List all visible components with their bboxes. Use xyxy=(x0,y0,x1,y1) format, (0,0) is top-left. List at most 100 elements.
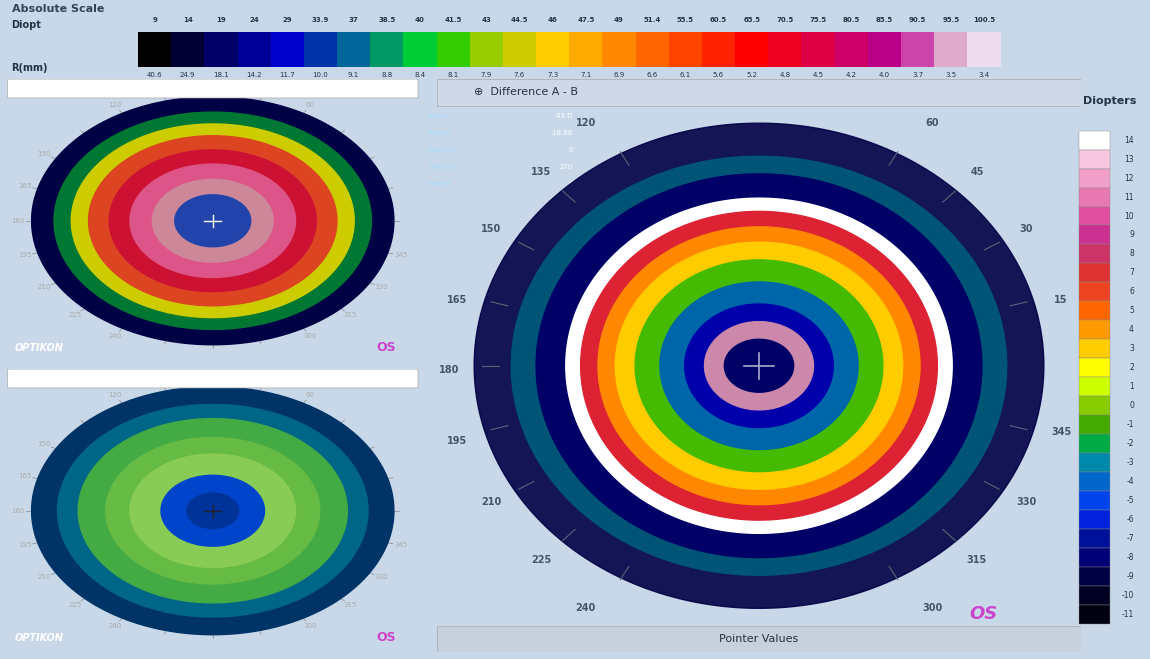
Bar xyxy=(1079,225,1110,244)
Bar xyxy=(1079,605,1110,623)
Text: OS: OS xyxy=(377,631,397,644)
Polygon shape xyxy=(566,198,952,533)
Text: 4.2: 4.2 xyxy=(845,72,857,78)
Polygon shape xyxy=(161,475,264,546)
Bar xyxy=(1079,491,1110,510)
Text: 300: 300 xyxy=(304,623,317,629)
Text: 60.5: 60.5 xyxy=(710,16,727,23)
Bar xyxy=(1079,586,1110,605)
Text: ⊕  Difference A - B: ⊕ Difference A - B xyxy=(474,87,578,98)
Bar xyxy=(1079,396,1110,415)
Text: 12: 12 xyxy=(1125,173,1134,183)
Text: 165: 165 xyxy=(17,473,31,479)
Polygon shape xyxy=(705,322,813,410)
Text: 315: 315 xyxy=(967,555,987,565)
FancyBboxPatch shape xyxy=(8,369,419,388)
Text: R(mm): R(mm) xyxy=(12,63,48,73)
Bar xyxy=(171,32,205,67)
Text: -5: -5 xyxy=(1126,496,1134,505)
Text: 60: 60 xyxy=(306,392,315,398)
Text: 4.8: 4.8 xyxy=(780,72,790,78)
Text: 240: 240 xyxy=(108,333,122,339)
Text: 8.8: 8.8 xyxy=(381,72,392,78)
Polygon shape xyxy=(635,260,883,472)
Polygon shape xyxy=(32,97,393,345)
Polygon shape xyxy=(724,339,793,392)
Text: 30: 30 xyxy=(1020,224,1033,234)
Text: 0: 0 xyxy=(568,147,573,153)
Text: 8.4: 8.4 xyxy=(414,72,426,78)
Text: 225: 225 xyxy=(68,312,82,318)
Text: 24: 24 xyxy=(250,16,259,23)
Polygon shape xyxy=(660,282,858,449)
Text: 75.5: 75.5 xyxy=(810,16,827,23)
Text: OS: OS xyxy=(969,606,998,623)
Polygon shape xyxy=(54,112,371,330)
Text: 225: 225 xyxy=(68,602,82,608)
Text: -4: -4 xyxy=(1126,477,1134,486)
Bar xyxy=(205,32,238,67)
Bar xyxy=(1079,510,1110,529)
Text: 70.5: 70.5 xyxy=(776,16,793,23)
Bar xyxy=(437,32,469,67)
Bar xyxy=(1079,339,1110,358)
Bar xyxy=(669,32,702,67)
Text: 135: 135 xyxy=(531,167,551,177)
Text: 150: 150 xyxy=(37,151,51,157)
Text: 100.5: 100.5 xyxy=(973,16,995,23)
Bar xyxy=(1079,264,1110,283)
Text: 4.0: 4.0 xyxy=(879,72,890,78)
Text: 43 D: 43 D xyxy=(557,113,573,119)
Text: 6.9: 6.9 xyxy=(613,72,624,78)
Text: Pointer Values: Pointer Values xyxy=(720,634,798,645)
Text: -8: -8 xyxy=(1126,553,1134,562)
Text: 195: 195 xyxy=(17,542,31,548)
Text: OPTIKON: OPTIKON xyxy=(15,633,63,643)
Polygon shape xyxy=(71,124,354,318)
Text: -11: -11 xyxy=(1121,610,1134,619)
Bar xyxy=(1079,169,1110,188)
Text: 9.1: 9.1 xyxy=(348,72,359,78)
Bar xyxy=(1079,320,1110,339)
Text: 150: 150 xyxy=(37,441,51,447)
Bar xyxy=(768,32,802,67)
Text: 6: 6 xyxy=(1129,287,1134,297)
Bar xyxy=(1079,244,1110,264)
Bar xyxy=(437,79,1081,105)
Text: 6.6: 6.6 xyxy=(646,72,658,78)
Text: 225: 225 xyxy=(531,555,551,565)
Bar xyxy=(1079,472,1110,491)
Text: 5.6: 5.6 xyxy=(713,72,724,78)
Polygon shape xyxy=(130,454,296,567)
Bar xyxy=(1079,567,1110,586)
Text: 43: 43 xyxy=(482,16,491,23)
Bar xyxy=(636,32,669,67)
Bar xyxy=(1079,453,1110,472)
Text: -10: -10 xyxy=(1121,591,1134,600)
Text: 24.9: 24.9 xyxy=(181,72,196,78)
Polygon shape xyxy=(615,243,903,489)
Bar xyxy=(238,32,270,67)
Text: -9: -9 xyxy=(1126,572,1134,581)
Text: 120: 120 xyxy=(108,392,122,398)
Text: 3.4: 3.4 xyxy=(979,72,989,78)
Text: 0: 0 xyxy=(1129,401,1134,410)
Bar xyxy=(1079,130,1110,150)
Bar xyxy=(1079,188,1110,206)
Polygon shape xyxy=(58,405,368,617)
Bar xyxy=(603,32,636,67)
Text: 14: 14 xyxy=(183,16,193,23)
Bar xyxy=(900,32,934,67)
Text: 13: 13 xyxy=(1125,155,1134,163)
Text: 5.2: 5.2 xyxy=(746,72,757,78)
Text: OS: OS xyxy=(377,341,397,354)
Text: 10: 10 xyxy=(1125,212,1134,221)
Bar xyxy=(1079,529,1110,548)
Text: 180: 180 xyxy=(12,507,24,514)
Text: 345: 345 xyxy=(394,252,407,258)
Text: 7.6: 7.6 xyxy=(514,72,526,78)
Text: 180: 180 xyxy=(12,217,24,224)
Text: 14: 14 xyxy=(1125,136,1134,145)
Bar xyxy=(835,32,868,67)
Text: 3.5: 3.5 xyxy=(945,72,957,78)
